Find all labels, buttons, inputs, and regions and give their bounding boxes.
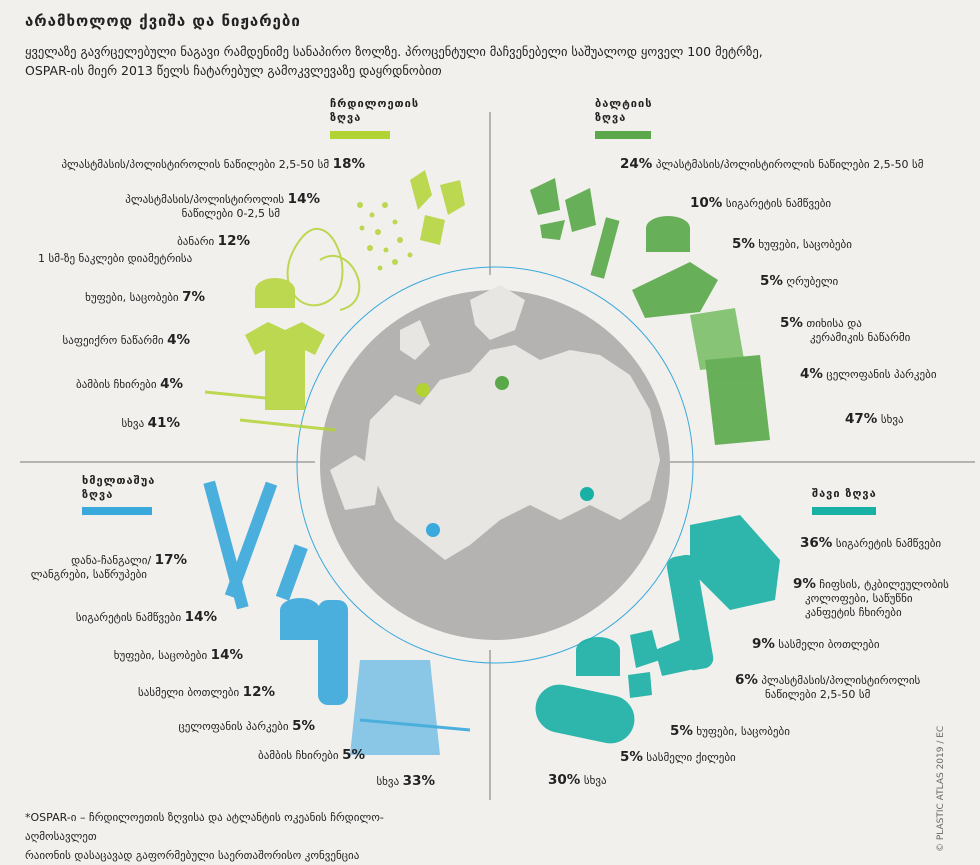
list-item: პლასტმასის/პოლისტიროლის ნაწილები 2,5-50 …	[61, 156, 365, 172]
plastic-fragment-icon	[420, 215, 445, 245]
ceramic-cup-icon	[690, 308, 745, 370]
panel-title: ბალტიის ზღვა	[595, 97, 653, 124]
cotton-bud-icon	[239, 418, 336, 432]
bottle-cap-icon	[280, 610, 320, 640]
bottle-icon	[666, 554, 714, 671]
mediterranean-dot	[426, 523, 440, 537]
plastic-bag-icon	[350, 660, 440, 755]
plastic-fragment-icon	[410, 170, 432, 210]
north-sea-dot	[416, 383, 430, 397]
list-item: 47% სხვა	[845, 411, 904, 427]
cigarette-butt-icon	[590, 217, 620, 279]
page-title: არამხოლოდ ქვიშა და ნიჟარები	[25, 12, 301, 30]
plastic-fragment-icon	[530, 178, 560, 215]
bottle-cap-icon	[646, 228, 690, 252]
plastic-fragment-icon	[440, 180, 465, 215]
subtitle-line-2: OSPAR-ის მიერ 2013 წელს ჩატარებულ გამოკვ…	[25, 63, 442, 78]
plastic-fragment-icon	[655, 640, 690, 676]
globe-ring	[296, 266, 694, 664]
tshirt-icon	[245, 322, 325, 410]
credit-text: © PLASTIC ATLAS 2019 / EC	[936, 725, 946, 852]
cotton-bud-icon	[359, 718, 471, 732]
plastic-fragment-icon	[565, 188, 596, 232]
list-item: 5% ღრუბელი	[760, 273, 839, 289]
drink-can-icon	[535, 684, 635, 744]
plastic-fragment-icon	[628, 672, 652, 698]
list-item: ბამბის ჩხირები 5%	[258, 747, 365, 763]
panel-color-bar	[595, 131, 651, 139]
uk-landmass	[400, 320, 430, 360]
list-item: საფეიქრო ნაწარმი 4%	[62, 332, 190, 348]
list-item: სხვა 33%	[376, 773, 435, 789]
list-item: სასმელი ბოთლები 12%	[138, 684, 275, 700]
black-sea-illustrations	[535, 515, 780, 744]
baltic-sea-illustrations	[530, 178, 770, 445]
list-item: ხუფები, საცობები 7%	[85, 289, 205, 305]
list-item: 6% პლასტმასის/პოლისტიროლის ნაწილები 2,5-…	[735, 672, 921, 701]
bottle-cap-icon	[255, 290, 295, 308]
snack-wrapper-icon	[690, 515, 780, 610]
list-item: 24% პლასტმასის/პოლისტიროლის ნაწილები 2,5…	[620, 156, 924, 172]
straw-icon	[203, 480, 249, 610]
cotton-bud-icon	[204, 390, 306, 404]
list-item: პლასტმასის/პოლისტიროლის 14% ნაწილები 0-2…	[125, 191, 320, 220]
microplastic-dots-icon	[357, 202, 413, 271]
plastic-bag-icon	[705, 355, 770, 445]
scandinavia-landmass	[470, 285, 525, 340]
bottle-icon	[318, 600, 348, 705]
panel-title: შავი ზღვა	[812, 487, 877, 500]
plastic-fragment-icon	[630, 630, 660, 668]
list-item: 9% ჩიფსის, ტკბილეულობის კოლოფები, საწუწნ…	[793, 576, 949, 619]
list-item: 9% სასმელი ბოთლები	[752, 636, 880, 652]
list-item: ბამბის ჩხირები 4%	[76, 376, 183, 392]
cigarette-butt-icon	[275, 544, 308, 601]
straw-icon	[224, 481, 278, 599]
list-item: 30% სხვა	[548, 772, 607, 788]
rope-icon	[286, 228, 344, 307]
list-item: 4% ცელოფანის პარკები	[800, 366, 937, 382]
sponge-icon	[632, 262, 718, 318]
black-sea-dot	[580, 487, 594, 501]
list-item: 5% ხუფები, საცობები	[670, 723, 790, 739]
list-item: დანა-ჩანგალი/ 17% ლანგრები, საწრუპები	[30, 552, 187, 581]
mediterranean-illustrations	[203, 480, 471, 755]
list-item: 10% სიგარეტის ნამწვები	[690, 195, 832, 211]
list-item: 5% ხუფები, საცობები	[732, 236, 852, 252]
iberia-landmass	[330, 455, 380, 510]
list-item-detail: 1 სმ-ზე ნაკლები დიამეტრისა	[38, 252, 193, 265]
panel-color-bar	[330, 131, 390, 139]
bottle-cap-icon	[576, 650, 620, 676]
list-item: 5% სასმელი ქილები	[620, 749, 736, 765]
baltic-sea-dot	[495, 376, 509, 390]
list-item: 36% სიგარეტის ნამწვები	[800, 535, 942, 551]
panel-color-bar	[812, 507, 876, 515]
list-item: 5% თიხისა და კერამიკის ნაწარმი	[780, 315, 911, 344]
cigarette-butt-icon	[719, 516, 766, 568]
north-sea-illustrations	[204, 170, 465, 432]
panel-title: ხმელთაშუა ზღვა	[82, 474, 156, 501]
europe-landmass	[365, 345, 660, 560]
rope-icon	[319, 254, 361, 311]
page-subtitle: ყველაზე გავრცელებული ნაგავი რამდენიმე სა…	[25, 42, 925, 80]
footnote: *OSPAR-ი – ჩრდილოეთის ზღვისა და ატლანტის…	[25, 811, 384, 862]
subtitle-line-1: ყველაზე გავრცელებული ნაგავი რამდენიმე სა…	[25, 44, 763, 59]
plastic-fragment-icon	[540, 220, 565, 240]
list-item: სხვა 41%	[121, 415, 180, 431]
panel-title: ჩრდილოეთის ზღვა	[330, 97, 420, 124]
list-item: ბანარი 12%	[177, 233, 250, 249]
list-item: ხუფები, საცობები 14%	[113, 647, 243, 663]
panel-color-bar	[82, 507, 152, 515]
list-item: ცელოფანის პარკები 5%	[178, 718, 315, 734]
list-item: სიგარეტის ნამწვები 14%	[75, 609, 217, 625]
